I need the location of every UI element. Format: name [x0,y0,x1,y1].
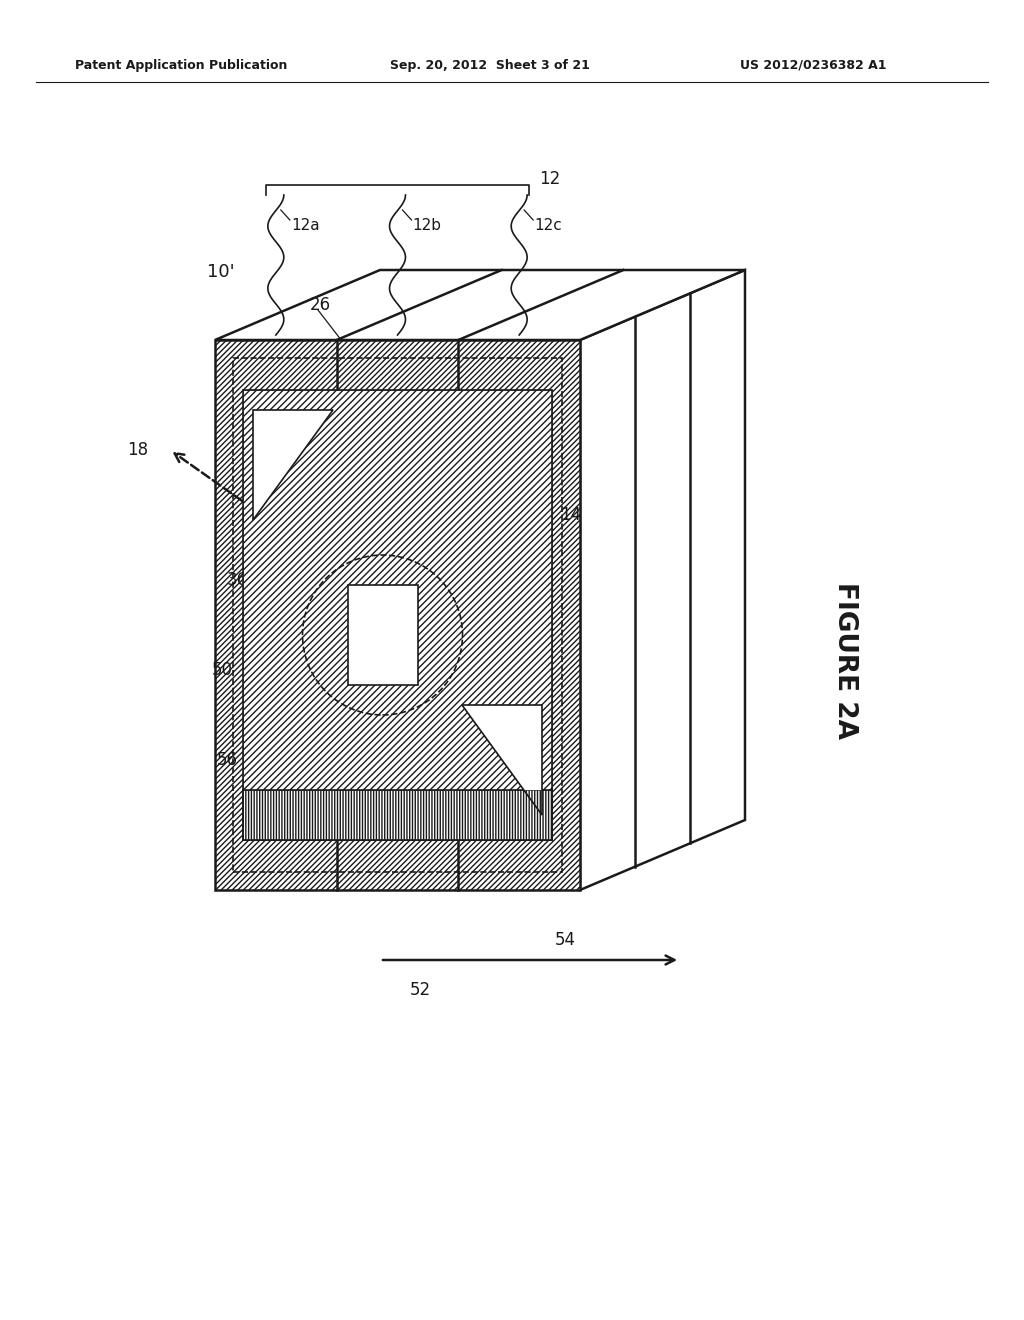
Text: 36: 36 [227,572,248,589]
Text: 26: 26 [310,296,331,314]
Text: Patent Application Publication: Patent Application Publication [75,58,288,71]
Polygon shape [580,271,745,890]
Text: 10': 10' [207,263,234,281]
Polygon shape [215,271,745,341]
Polygon shape [347,585,418,685]
Polygon shape [243,389,552,840]
Text: 12: 12 [540,170,560,187]
Text: FIGURE 2A: FIGURE 2A [831,582,858,738]
Text: 54: 54 [555,931,575,949]
Text: 50: 50 [212,661,233,678]
Text: Sep. 20, 2012  Sheet 3 of 21: Sep. 20, 2012 Sheet 3 of 21 [390,58,590,71]
Polygon shape [243,789,552,840]
Text: 12c: 12c [535,218,562,232]
Polygon shape [253,411,333,520]
Text: 56: 56 [217,751,238,770]
Polygon shape [462,705,542,814]
Polygon shape [215,341,580,890]
Text: 52: 52 [410,981,430,999]
Text: US 2012/0236382 A1: US 2012/0236382 A1 [740,58,887,71]
Text: 12b: 12b [413,218,441,232]
Text: 14: 14 [560,506,582,524]
Text: 18: 18 [127,441,148,459]
Text: 12a: 12a [291,218,319,232]
